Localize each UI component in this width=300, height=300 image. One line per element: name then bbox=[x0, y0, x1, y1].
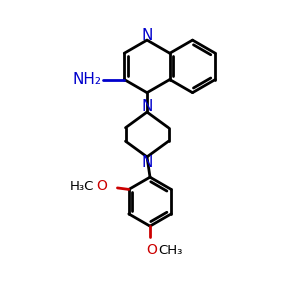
Text: NH₂: NH₂ bbox=[72, 72, 101, 87]
Text: N: N bbox=[141, 155, 153, 170]
Text: O: O bbox=[97, 179, 107, 194]
Text: H₃C: H₃C bbox=[70, 180, 94, 193]
Text: O: O bbox=[146, 243, 157, 257]
Text: N: N bbox=[141, 99, 153, 114]
Text: CH₃: CH₃ bbox=[158, 244, 182, 256]
Text: N: N bbox=[141, 28, 153, 43]
